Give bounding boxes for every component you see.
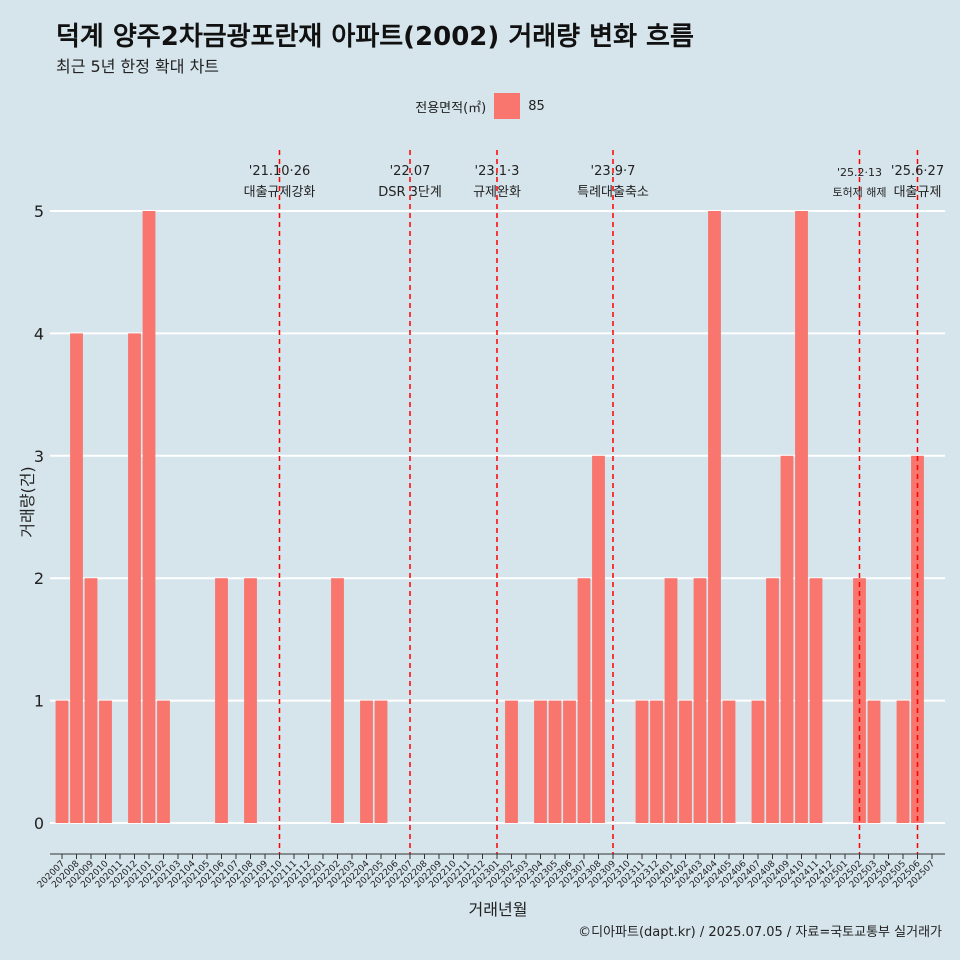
bar-202302 bbox=[505, 700, 518, 823]
chart-subtitle: 최근 5년 한정 확대 차트 bbox=[56, 57, 220, 76]
bar-202101 bbox=[142, 211, 156, 823]
y-tick-label-2: 2 bbox=[34, 569, 44, 588]
y-tick-label-1: 1 bbox=[34, 692, 44, 711]
event-date-0: '21.10·26 bbox=[249, 164, 310, 179]
event-label-1: DSR 3단계 bbox=[378, 185, 442, 200]
legend: 전용면적(㎡) 85 bbox=[0, 93, 960, 119]
bar-202308 bbox=[592, 455, 605, 823]
bar-202411 bbox=[809, 578, 823, 823]
bar-202010 bbox=[99, 700, 112, 823]
event-label-3: 특례대출축소 bbox=[577, 185, 649, 200]
event-labels: '21.10·26 대출규제강화 '22.07 DSR 3단계 '23.1·3 규제완화 '… bbox=[244, 164, 944, 200]
bar-202306 bbox=[563, 700, 576, 823]
chart-title: 덕계 양주2차금광포란재 아파트(2002) 거래량 변화 흐름 bbox=[56, 22, 694, 52]
event-date-4: '25.2·13 bbox=[837, 166, 882, 179]
event-date-3: '23.9·7 bbox=[591, 164, 636, 179]
bar-202009 bbox=[84, 578, 98, 823]
legend-swatch bbox=[494, 93, 521, 119]
event-date-2: '23.1·3 bbox=[475, 164, 520, 179]
x-axis-title: 거래년월 bbox=[469, 900, 528, 919]
y-tick-label-3: 3 bbox=[34, 447, 44, 466]
bar-202312 bbox=[650, 700, 663, 823]
bar-202404 bbox=[708, 211, 721, 823]
y-axis: 0 1 2 3 4 5 bbox=[34, 202, 44, 833]
source-caption: ©디아파트(dapt.kr) / 2025.07.05 / 자료=국토교통부 실… bbox=[578, 925, 942, 940]
bar-202106 bbox=[215, 578, 228, 823]
bar-202008 bbox=[70, 333, 83, 823]
x-axis: 2020072020082020092020102020112020122021… bbox=[36, 853, 945, 890]
bar-202409 bbox=[780, 455, 794, 823]
bar-202505 bbox=[896, 700, 910, 823]
bar-202402 bbox=[679, 700, 692, 823]
bar-202108 bbox=[244, 578, 257, 823]
event-label-5: 대출규제 bbox=[894, 185, 942, 200]
bar-202503 bbox=[867, 700, 881, 823]
legend-entry-85: 85 bbox=[494, 93, 545, 119]
event-date-5: '25.6·27 bbox=[891, 164, 944, 179]
event-label-0: 대출규제강화 bbox=[244, 185, 316, 200]
event-label-4: 토허제 해제 bbox=[832, 185, 886, 199]
y-axis-title: 거래량(건) bbox=[18, 466, 37, 537]
bar-202202 bbox=[331, 578, 344, 823]
bar-202311 bbox=[635, 700, 649, 823]
bar-202408 bbox=[766, 578, 779, 823]
event-label-2: 규제완화 bbox=[473, 185, 521, 200]
bar-202102 bbox=[157, 700, 170, 823]
y-tick-label-5: 5 bbox=[34, 202, 44, 221]
bar-202204 bbox=[360, 700, 373, 823]
y-tick-label-4: 4 bbox=[34, 324, 44, 343]
bar-202403 bbox=[693, 578, 707, 823]
bar-202012 bbox=[128, 333, 141, 823]
bar-202410 bbox=[795, 211, 808, 823]
bars bbox=[55, 211, 924, 823]
bar-202007 bbox=[55, 700, 69, 823]
y-tick-label-0: 0 bbox=[34, 814, 44, 833]
bar-202205 bbox=[374, 700, 388, 823]
bar-202407 bbox=[751, 700, 765, 823]
event-date-1: '22.07 bbox=[390, 164, 431, 179]
bar-202307 bbox=[577, 578, 591, 823]
bar-202305 bbox=[548, 700, 562, 823]
legend-label: 85 bbox=[528, 98, 545, 114]
bar-202304 bbox=[534, 700, 547, 823]
bar-202405 bbox=[722, 700, 736, 823]
event-lines bbox=[278, 150, 919, 854]
legend-title: 전용면적(㎡) bbox=[415, 100, 487, 116]
bar-202401 bbox=[664, 578, 678, 823]
